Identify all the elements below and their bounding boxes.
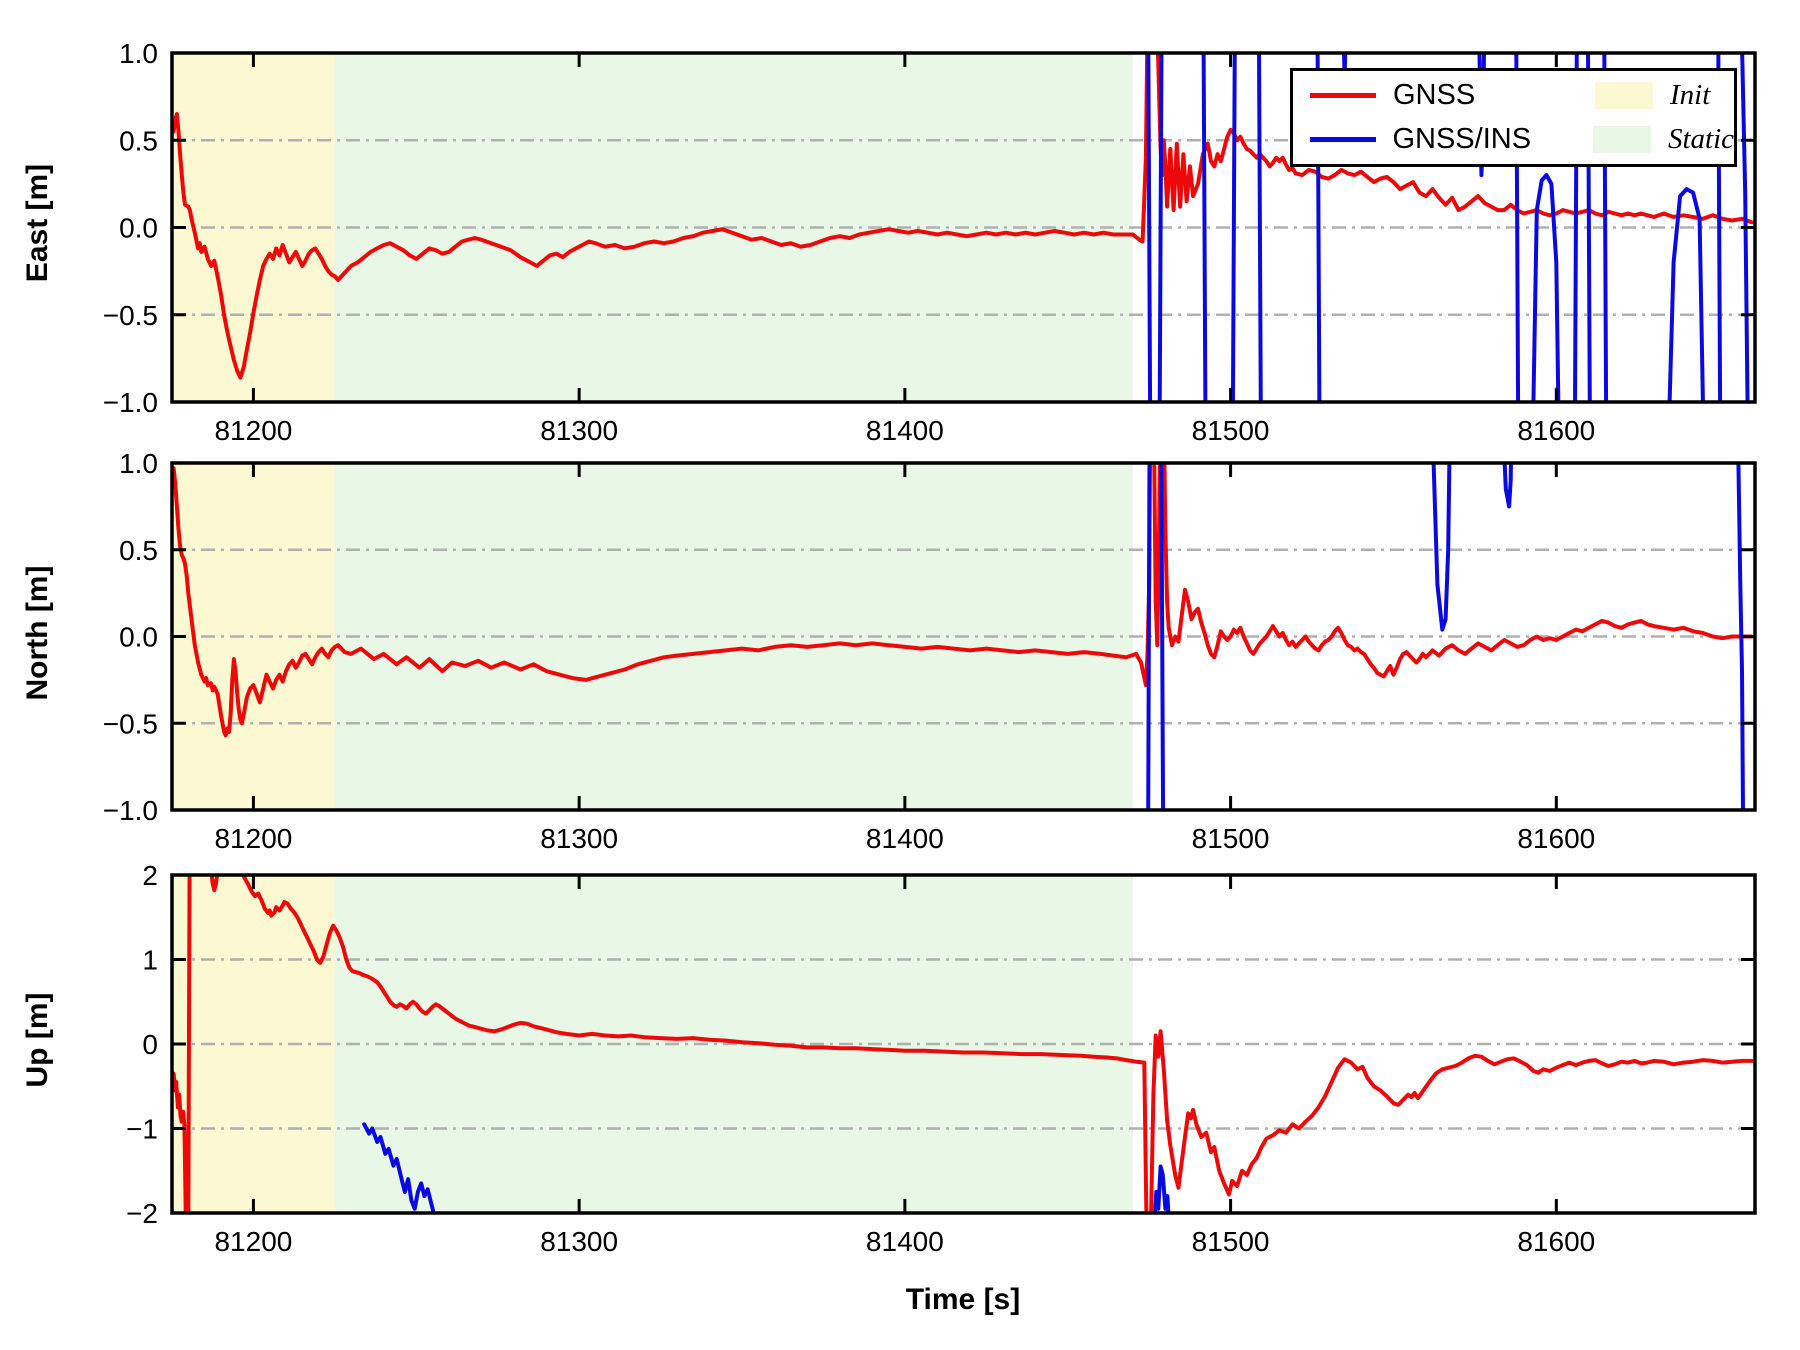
gnss-line-sample <box>1310 93 1376 98</box>
legend-row-2: GNSS/INS Static <box>1293 118 1734 162</box>
y-tick-label: 0.5 <box>119 535 158 566</box>
gnss-ins-line <box>1667 187 1705 402</box>
gnss-line <box>172 53 1754 380</box>
x-tick-label: 81500 <box>1192 415 1270 446</box>
y-tick-label: −0.5 <box>103 708 158 739</box>
static-region-sample <box>1593 126 1652 153</box>
x-tick-label: 81600 <box>1517 823 1595 854</box>
x-tick-label: 81200 <box>214 823 292 854</box>
y-tick-label: 0.5 <box>119 125 158 156</box>
legend-sample-cell <box>1578 82 1670 109</box>
gnss-ins-line <box>1157 53 1164 402</box>
x-tick-label: 81300 <box>540 415 618 446</box>
gnss-ins-line <box>1230 53 1237 402</box>
legend-label-gnss-ins: GNSS/INS <box>1392 123 1532 155</box>
legend-sample-cell <box>1293 93 1393 98</box>
init-region <box>172 463 335 810</box>
gnss-ins-line-sample <box>1309 137 1376 142</box>
y-tick-label: 1.0 <box>119 38 158 69</box>
y-tick-label: −2 <box>126 1198 158 1229</box>
y-axis-label-up: Up [m] <box>21 992 54 1088</box>
x-tick-label: 81200 <box>214 415 292 446</box>
legend-row-1: GNSS Init <box>1293 74 1734 118</box>
gnss-ins-line <box>1146 463 1152 810</box>
x-tick-label: 81600 <box>1517 1226 1595 1257</box>
x-tick-label: 81600 <box>1517 415 1595 446</box>
x-tick-label: 81400 <box>866 415 944 446</box>
init-region <box>172 875 335 1213</box>
gnss-ins-line <box>1502 463 1513 509</box>
gnss-line <box>172 875 1754 1213</box>
x-tick-label: 81300 <box>540 823 618 854</box>
y-tick-label: 0.0 <box>119 213 158 244</box>
x-tick-label: 81200 <box>214 1226 292 1257</box>
init-region <box>172 53 335 402</box>
y-tick-label: −1.0 <box>103 795 158 826</box>
gnss-ins-line <box>1315 53 1322 402</box>
x-axis-label: Time [s] <box>905 1283 1021 1316</box>
x-tick-label: 81400 <box>866 1226 944 1257</box>
gnss-ins-line <box>1531 173 1561 402</box>
gnss-ins-line <box>1716 53 1723 402</box>
x-tick-label: 81500 <box>1192 823 1270 854</box>
y-tick-label: 0.0 <box>119 622 158 653</box>
y-axis-label-north: North [m] <box>21 565 54 701</box>
y-tick-label: −1 <box>126 1114 158 1145</box>
y-axis-label-east: East [m] <box>21 163 54 283</box>
gnss-ins-line <box>1431 463 1452 632</box>
gnss-ins-line <box>1573 53 1579 402</box>
legend-label-gnss: GNSS <box>1393 79 1476 111</box>
x-tick-label: 81500 <box>1192 1226 1270 1257</box>
x-tick-label: 81300 <box>540 1226 618 1257</box>
gnss-ins-line <box>1257 53 1263 402</box>
gnss-ins-line <box>1736 463 1745 810</box>
gnss-ins-line <box>1602 53 1609 402</box>
y-tick-label: 2 <box>142 860 158 891</box>
gnss-ins-line <box>362 1122 436 1213</box>
gnss-ins-line <box>1514 53 1521 402</box>
gnss-ins-line <box>1740 53 1750 402</box>
y-tick-label: −0.5 <box>103 300 158 331</box>
x-tick-label: 81400 <box>866 823 944 854</box>
gnss-ins-line <box>1586 53 1592 402</box>
legend-label-init: Init <box>1670 79 1711 111</box>
panel-2: 81200 81300 81400 81500 81600 2 1 0 −1 −2 <box>126 860 1757 1257</box>
y-tick-label: 0 <box>142 1029 158 1060</box>
y-tick-label: −1.0 <box>103 387 158 418</box>
panel-0: 81200 81300 81400 81500 81600 1.0 0.5 0.0 −0.5 −1… <box>103 38 1757 446</box>
y-tick-label: 1 <box>142 945 158 976</box>
init-region-sample <box>1595 82 1653 109</box>
gnss-ins-line <box>1159 463 1166 810</box>
gnss-ins-line <box>1146 53 1153 402</box>
y-tick-label: 1.0 <box>119 448 158 479</box>
gnss-ins-line <box>1153 1164 1171 1213</box>
gnss-line <box>172 463 1754 738</box>
panel-1: 81200 81300 81400 81500 81600 1.0 0.5 0.0 −0.5 −1… <box>103 448 1757 854</box>
legend-sample-cell <box>1576 126 1668 153</box>
legend-label-static: Static <box>1667 123 1734 155</box>
gnss-ins-line <box>1201 53 1208 402</box>
legend-sample-cell <box>1293 137 1392 142</box>
legend: GNSS Init GNSS/INS Static <box>1290 68 1737 167</box>
